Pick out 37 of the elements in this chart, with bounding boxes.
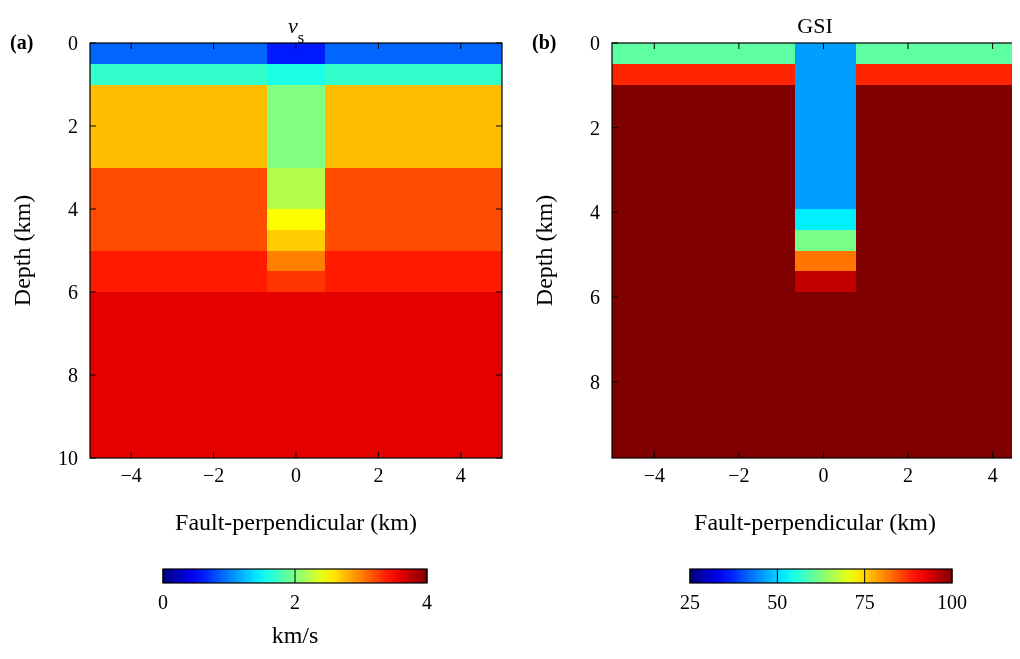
text: (b) xyxy=(532,31,557,54)
color-bar-label: 2 xyxy=(290,591,300,613)
color-bar-label: 25 xyxy=(680,591,700,613)
y-tick-label: 10 xyxy=(58,447,78,469)
x-tick-label: 0 xyxy=(818,464,829,486)
y-tick-label: 2 xyxy=(590,116,600,139)
x-tick-label: −4 xyxy=(120,464,142,486)
x-tick-label: −2 xyxy=(202,464,225,486)
color-bar-label: 0 xyxy=(158,591,168,613)
y-tick-label: 8 xyxy=(590,370,600,393)
x-axis-title: Fault-perpendicular (km) xyxy=(175,509,417,535)
y-tick-label: 8 xyxy=(68,364,78,386)
y-tick-label: 4 xyxy=(68,198,78,220)
text: (a) xyxy=(10,31,34,54)
x-tick-label: 0 xyxy=(291,464,301,486)
y-tick-label: 6 xyxy=(68,281,78,303)
color-bar-label: 4 xyxy=(422,591,432,613)
color-bar-label: 100 xyxy=(937,591,967,613)
color-bar-label: 75 xyxy=(854,591,875,613)
color-bar-title: km/s xyxy=(271,622,319,648)
x-tick-label: −2 xyxy=(728,464,750,486)
y-tick-label: 2 xyxy=(68,115,78,137)
x-tick-label: 4 xyxy=(455,464,466,486)
y-tick-label: 4 xyxy=(590,201,600,224)
y-tick-label: 0 xyxy=(68,32,78,54)
y-tick-label: 6 xyxy=(590,286,600,309)
y-tick-label: 0 xyxy=(590,32,600,54)
x-axis-title: Fault-perpendicular (km) xyxy=(694,509,936,535)
x-tick-label: 2 xyxy=(903,464,914,486)
y-axis-title: Depth (km) xyxy=(9,194,35,307)
x-tick-label: −4 xyxy=(643,464,665,486)
chart-title: v$_{s}$ xyxy=(287,13,305,47)
x-tick-label: 4 xyxy=(987,464,998,486)
color-bar-label: 50 xyxy=(767,591,788,613)
x-tick-label: 2 xyxy=(373,464,384,486)
chart-title: GSI xyxy=(797,13,833,38)
y-axis-title: Depth (km) xyxy=(531,194,557,307)
